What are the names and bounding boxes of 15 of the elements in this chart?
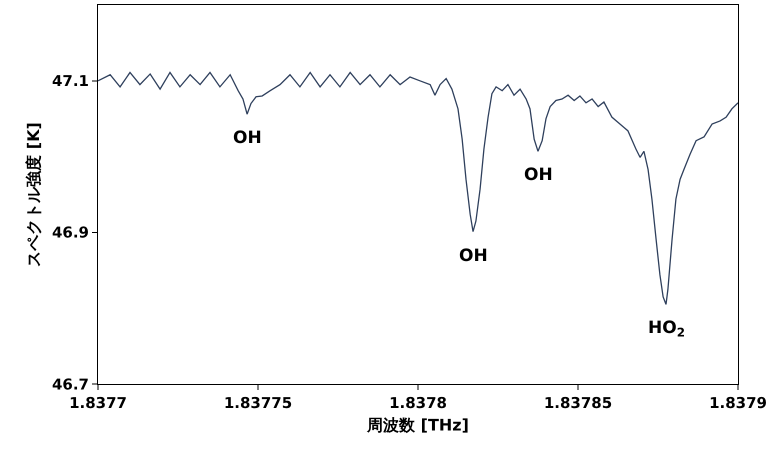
annotation: OH bbox=[233, 128, 262, 148]
x-tick-label: 1.83785 bbox=[544, 394, 612, 412]
annotation: OH bbox=[459, 246, 488, 266]
x-tick-label: 1.8379 bbox=[709, 394, 767, 412]
x-tick-label: 1.83775 bbox=[224, 394, 292, 412]
line-series bbox=[98, 72, 738, 306]
x-tick-label: 1.8377 bbox=[69, 394, 127, 412]
annotation: HO$_{2}$ bbox=[648, 318, 685, 340]
y-tick-label: 46.7 bbox=[52, 375, 89, 394]
annotation: OH bbox=[524, 165, 553, 185]
x-axis-title: 周波数 [THz] bbox=[366, 416, 469, 435]
y-tick-label: 47.1 bbox=[52, 72, 89, 90]
y-axis-title: スペクトル強度 [K] bbox=[24, 122, 43, 267]
y-tick-label: 46.9 bbox=[52, 224, 89, 242]
x-tick-label: 1.8378 bbox=[389, 394, 447, 412]
